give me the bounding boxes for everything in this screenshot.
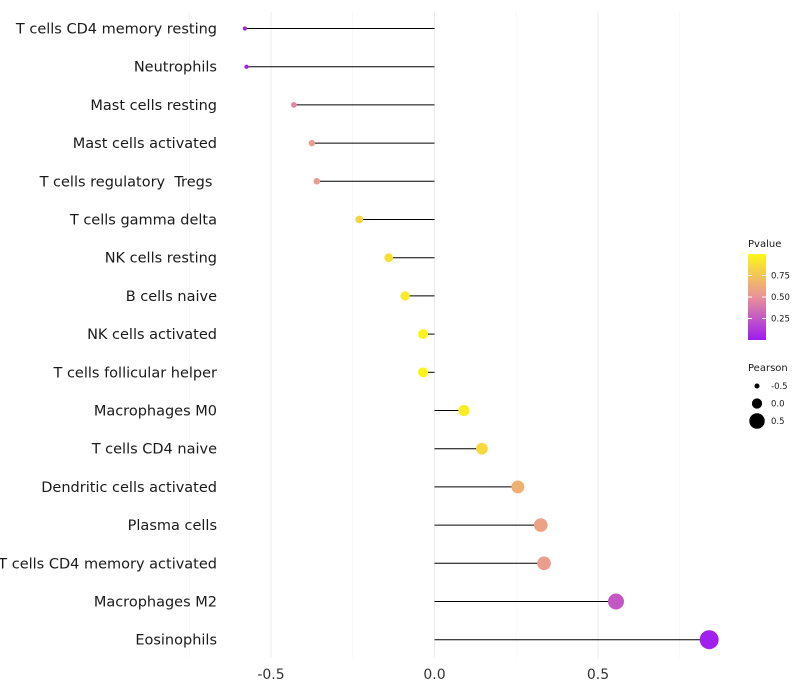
grid-lines (188, 12, 681, 658)
y-tick-label: T cells CD4 memory activated (0, 556, 217, 572)
colorbar-tick-label: 0.50 (771, 293, 790, 303)
point (511, 480, 525, 494)
y-tick-label: Mast cells resting (90, 98, 217, 114)
point (533, 518, 548, 532)
legend-colorbar (748, 254, 766, 340)
y-tick-label: Macrophages M2 (94, 595, 217, 611)
legend-size-point (751, 398, 763, 409)
y-tick-label: T cells CD4 memory resting (15, 22, 217, 38)
y-tick-label: T cells follicular helper (52, 365, 217, 381)
legend-pvalue-title: Pvalue (748, 239, 781, 250)
colorbar-tick-label: 0.75 (771, 272, 790, 282)
y-tick-label: T cells regulatory Tregs (39, 174, 217, 190)
legend-size-label: 0.0 (771, 400, 785, 410)
y-tick-label: Macrophages M0 (94, 404, 217, 420)
x-tick-label: 0.5 (587, 667, 609, 683)
point (242, 26, 247, 31)
y-axis-labels: T cells CD4 memory resting Neutrophils Mas… (0, 22, 217, 649)
x-axis-ticks: -0.5 0.0 0.5 (257, 667, 609, 683)
point (400, 291, 410, 301)
point (537, 556, 551, 571)
legend-colorbar-ticks: 0.25 0.50 0.75 (748, 272, 790, 325)
y-tick-label: Mast cells activated (73, 136, 217, 152)
legend-size-items: -0.5 0.0 0.5 (749, 382, 788, 429)
point (355, 215, 364, 224)
point (291, 102, 297, 108)
point (607, 593, 624, 610)
legend-size-point (749, 413, 765, 429)
point (699, 630, 719, 650)
legend-size-point (754, 383, 760, 389)
legend-pearson-title: Pearson (748, 363, 788, 374)
y-tick-label: T cells CD4 naive (91, 442, 217, 458)
stems (244, 28, 710, 641)
point (384, 253, 394, 263)
points (242, 26, 719, 650)
point (476, 442, 488, 455)
y-tick-label: NK cells resting (105, 251, 217, 267)
y-tick-label: Neutrophils (134, 60, 217, 76)
colorbar-tick-label: 0.25 (771, 315, 790, 325)
point (244, 64, 249, 69)
point (458, 404, 470, 417)
point (308, 139, 316, 147)
x-tick-label: -0.5 (257, 667, 284, 683)
y-tick-label: T cells gamma delta (69, 213, 217, 229)
point (418, 367, 428, 378)
y-tick-label: NK cells activated (87, 327, 217, 343)
legend-size-label: 0.5 (771, 417, 785, 427)
y-tick-label: Eosinophils (135, 633, 217, 649)
x-tick-label: 0.0 (423, 667, 445, 683)
y-tick-label: Dendritic cells activated (41, 480, 217, 496)
legend: Pvalue 0.25 0.50 0.75 Pearson -0.5 0.0 0.5 (748, 239, 790, 429)
point (418, 329, 428, 340)
y-tick-label: Plasma cells (128, 518, 217, 534)
legend-size-label: -0.5 (771, 382, 788, 392)
y-tick-label: B cells naive (126, 289, 217, 305)
point (313, 178, 321, 185)
